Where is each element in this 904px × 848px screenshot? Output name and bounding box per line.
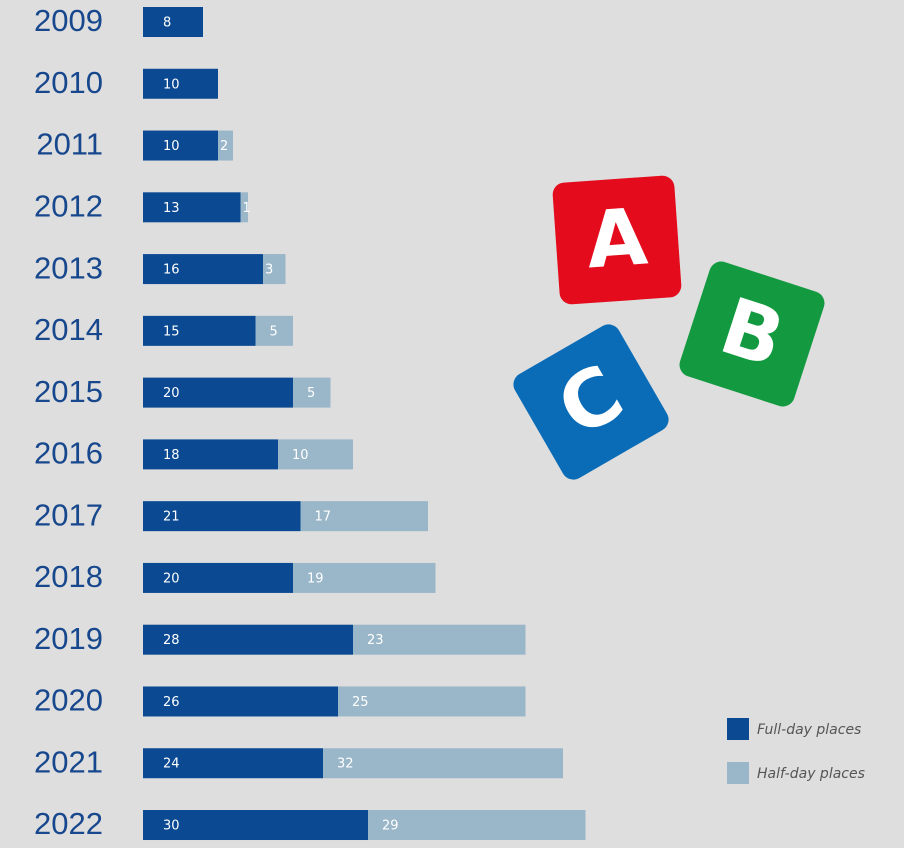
y-tick-label: 2022 [34, 806, 103, 841]
y-tick-label: 2019 [34, 621, 103, 656]
block-letter: A [584, 192, 651, 286]
y-tick-label: 2014 [34, 312, 103, 347]
value-label: 30 [163, 819, 180, 834]
value-label: 16 [163, 263, 180, 278]
y-tick-label: 2011 [36, 127, 103, 162]
value-label: 21 [163, 510, 180, 525]
chart: A B C 2009820101020111022012131201316320… [0, 0, 904, 843]
bar-segment [368, 810, 586, 840]
value-label: 1 [243, 201, 251, 216]
y-tick-label: 2012 [34, 188, 103, 223]
value-label: 19 [307, 571, 324, 586]
bar-segment [278, 439, 353, 469]
y-tick-label: 2017 [34, 497, 103, 532]
value-label: 28 [163, 633, 180, 648]
bar-segment [143, 7, 203, 37]
value-label: 5 [270, 324, 278, 339]
legend-label: Half-day places [757, 766, 865, 782]
y-tick-label: 2013 [34, 250, 103, 285]
block-c: C [509, 320, 673, 484]
value-label: 23 [367, 633, 384, 648]
bar-segment [323, 748, 563, 778]
value-label: 8 [163, 16, 171, 31]
bar-segment [143, 131, 218, 161]
y-tick-label: 2018 [34, 559, 103, 594]
y-tick-label: 2009 [34, 3, 103, 38]
value-label: 29 [382, 819, 399, 834]
value-label: 25 [352, 695, 369, 710]
value-label: 10 [163, 77, 180, 92]
value-label: 20 [163, 571, 180, 586]
bar-segment [143, 316, 256, 346]
value-label: 15 [163, 324, 180, 339]
legend-label: Full-day places [757, 722, 861, 738]
value-label: 20 [163, 386, 180, 401]
value-label: 10 [292, 448, 309, 463]
value-label: 2 [220, 139, 228, 154]
legend-swatch [727, 762, 749, 784]
y-tick-label: 2021 [34, 744, 103, 779]
value-label: 13 [163, 201, 180, 216]
value-label: 32 [337, 757, 354, 772]
value-label: 18 [163, 448, 180, 463]
value-label: 5 [307, 386, 315, 401]
block-a: A [552, 175, 682, 305]
value-label: 3 [265, 263, 273, 278]
bar-segment [143, 254, 263, 284]
block-b: B [676, 258, 827, 409]
y-tick-label: 2016 [34, 436, 103, 471]
value-label: 17 [315, 510, 332, 525]
bar-segment [143, 192, 241, 222]
y-tick-label: 2010 [34, 65, 103, 100]
y-tick-label: 2015 [34, 374, 103, 409]
value-label: 24 [163, 757, 180, 772]
value-label: 26 [163, 695, 180, 710]
value-label: 10 [163, 139, 180, 154]
illustration: A B C [509, 175, 828, 484]
bar-segment [143, 69, 218, 99]
legend-swatch [727, 718, 749, 740]
y-tick-label: 2020 [34, 683, 103, 718]
